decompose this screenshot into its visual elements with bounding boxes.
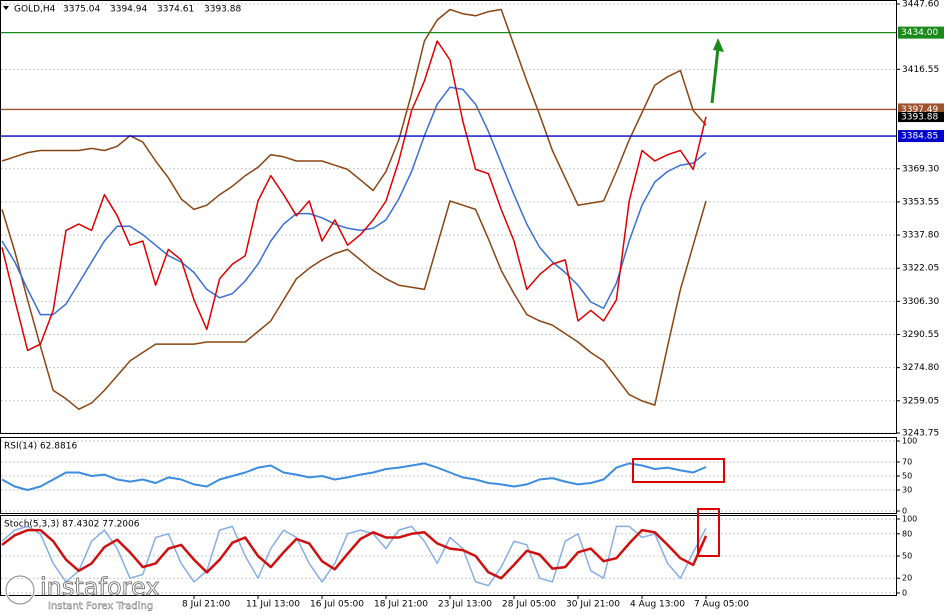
stoch-title: Stoch(5,3,3) 87.4302 77.2006 — [4, 520, 140, 530]
x-tick-label: 18 Jul 21:00 — [374, 600, 428, 610]
level-box — [898, 26, 944, 39]
y-tick-label: 3353.55 — [902, 197, 939, 207]
series-line — [1, 8, 707, 211]
data-layer — [1, 8, 896, 587]
x-tick-label: 7 Aug 05:00 — [694, 600, 749, 610]
level-label: 3434.00 — [901, 28, 938, 38]
y-tick-label: 3447.60 — [902, 0, 939, 10]
y-tick-label: 70 — [902, 458, 912, 467]
logo-name: instaforex — [40, 573, 160, 601]
low: 3374.61 — [157, 5, 194, 15]
x-tick-label: 23 Jul 13:00 — [438, 600, 492, 610]
open: 3375.04 — [63, 5, 100, 15]
logo-tagline: Instant Forex Trading — [48, 601, 153, 612]
x-tick-label: 30 Jul 21:00 — [566, 600, 620, 610]
symbol-marker — [3, 6, 9, 10]
level-label: 3397.49 — [901, 105, 938, 115]
high: 3394.94 — [110, 5, 147, 15]
logo-icon-ring — [5, 575, 35, 605]
last-price-label: 3393.88 — [901, 113, 938, 123]
y-tick-label: 3243.75 — [902, 429, 939, 439]
x-tick-label: 4 Aug 13:00 — [630, 600, 685, 610]
x-tick-label: 16 Jul 05:00 — [310, 600, 364, 610]
y-tick-label: 80 — [902, 529, 912, 538]
y-tick-label: 50 — [902, 472, 912, 481]
y-tick-label: 3290.55 — [902, 330, 939, 340]
series-line — [1, 86, 707, 316]
arrow-head — [713, 38, 724, 52]
y-tick-label: 50 — [902, 552, 912, 561]
y-tick-label: 20 — [902, 574, 912, 583]
level-label: 3384.85 — [901, 132, 938, 142]
y-tick-label: 3322.05 — [902, 264, 939, 274]
main-panel — [0, 0, 897, 434]
last-price-box — [898, 112, 944, 123]
x-tick-label: 8 Jul 21:00 — [182, 600, 231, 610]
grid-layer — [1, 3, 896, 594]
series-line — [1, 525, 707, 587]
y-tick-label: 30 — [902, 486, 912, 495]
logo: instaforex Instant Forex Trading — [4, 573, 160, 612]
series-line — [1, 40, 707, 352]
rsi-title: RSI(14) 62.8816 — [4, 442, 77, 452]
x-tick-label: 28 Jul 05:00 — [502, 600, 556, 610]
y-tick-label: 3274.80 — [902, 363, 939, 373]
y-tick-label: 0 — [902, 507, 907, 516]
y-tick-label: 0 — [902, 589, 907, 598]
series-line — [1, 200, 707, 411]
symbol: GOLD,H4 — [14, 5, 56, 15]
stoch-highlight — [697, 508, 720, 557]
y-tick-label: 3369.30 — [902, 164, 939, 174]
y-tick-label: 3259.05 — [902, 396, 939, 406]
arrow-shaft — [710, 47, 720, 104]
level-box — [898, 130, 944, 143]
series-line — [1, 462, 707, 491]
y-tick-label: 3337.80 — [902, 231, 939, 241]
series-line — [1, 528, 708, 580]
y-tick-label: 100 — [902, 437, 917, 446]
rsi-highlight — [632, 458, 725, 483]
y-tick-label: 3306.30 — [902, 297, 939, 307]
rsi-panel — [0, 437, 897, 514]
x-tick-label: 11 Jul 13:00 — [246, 600, 300, 610]
y-tick-label: 3416.55 — [902, 65, 939, 75]
stoch-panel — [0, 515, 897, 596]
y-tick-label: 100 — [902, 515, 917, 524]
close: 3393.88 — [204, 5, 241, 15]
